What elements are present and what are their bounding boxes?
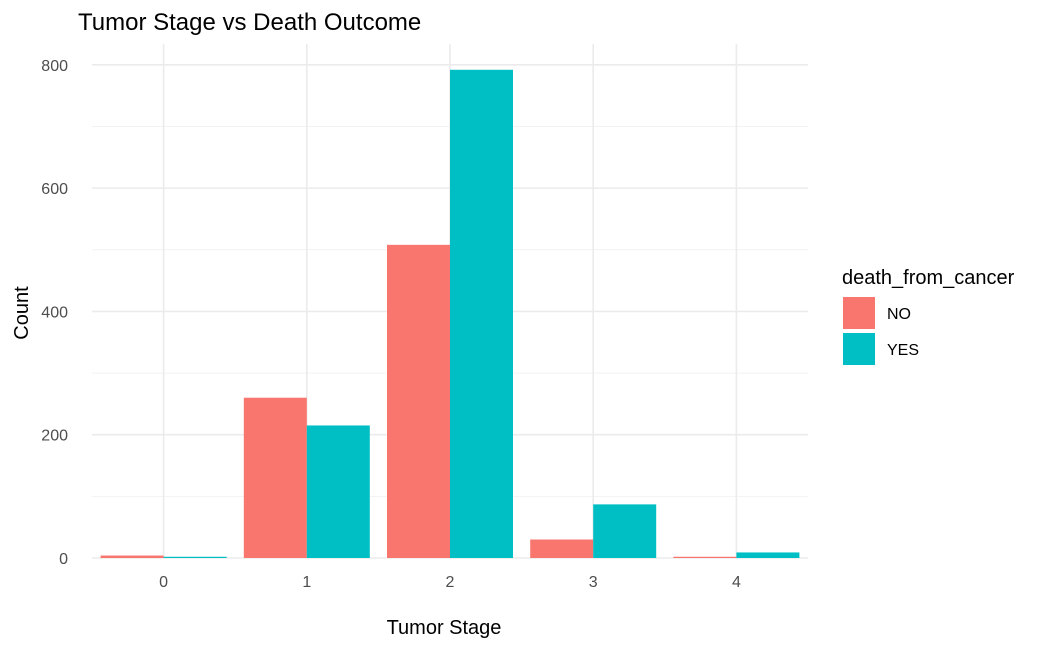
y-tick-label: 400 [41, 304, 68, 321]
legend: death_from_cancer NO YES [842, 267, 1015, 365]
legend-label-no: NO [887, 306, 911, 323]
bar-no-stage-4 [673, 556, 737, 558]
legend-key-yes [843, 333, 875, 365]
y-tick-label: 200 [41, 428, 68, 445]
bar-no-stage-3 [530, 539, 594, 558]
y-axis-ticks: 0 200 400 600 800 [41, 58, 68, 568]
legend-title: death_from_cancer [842, 267, 1015, 289]
y-axis-title: Count [11, 286, 33, 340]
bar-no-stage-0 [100, 555, 164, 558]
bars [100, 69, 800, 558]
x-tick-label: 1 [302, 574, 311, 591]
x-tick-label: 4 [732, 574, 741, 591]
x-tick-label: 0 [159, 574, 168, 591]
legend-key-no [843, 297, 875, 329]
bar-no-stage-2 [387, 244, 450, 558]
y-tick-label: 800 [41, 58, 68, 75]
bar-yes-stage-1 [306, 425, 370, 558]
legend-label-yes: YES [887, 342, 919, 359]
x-axis-title: Tumor Stage [387, 617, 502, 639]
chart-title: Tumor Stage vs Death Outcome [78, 9, 421, 36]
bar-no-stage-1 [243, 397, 307, 558]
x-tick-label: 3 [589, 574, 598, 591]
bar-yes-stage-3 [593, 504, 657, 558]
y-tick-label: 0 [59, 551, 68, 568]
x-axis-ticks: 0 1 2 3 4 [159, 574, 741, 591]
y-tick-label: 600 [41, 181, 68, 198]
x-tick-label: 2 [446, 574, 455, 591]
bar-yes-stage-2 [450, 69, 513, 558]
bar-yes-stage-0 [163, 556, 227, 558]
bar-yes-stage-4 [736, 552, 800, 558]
